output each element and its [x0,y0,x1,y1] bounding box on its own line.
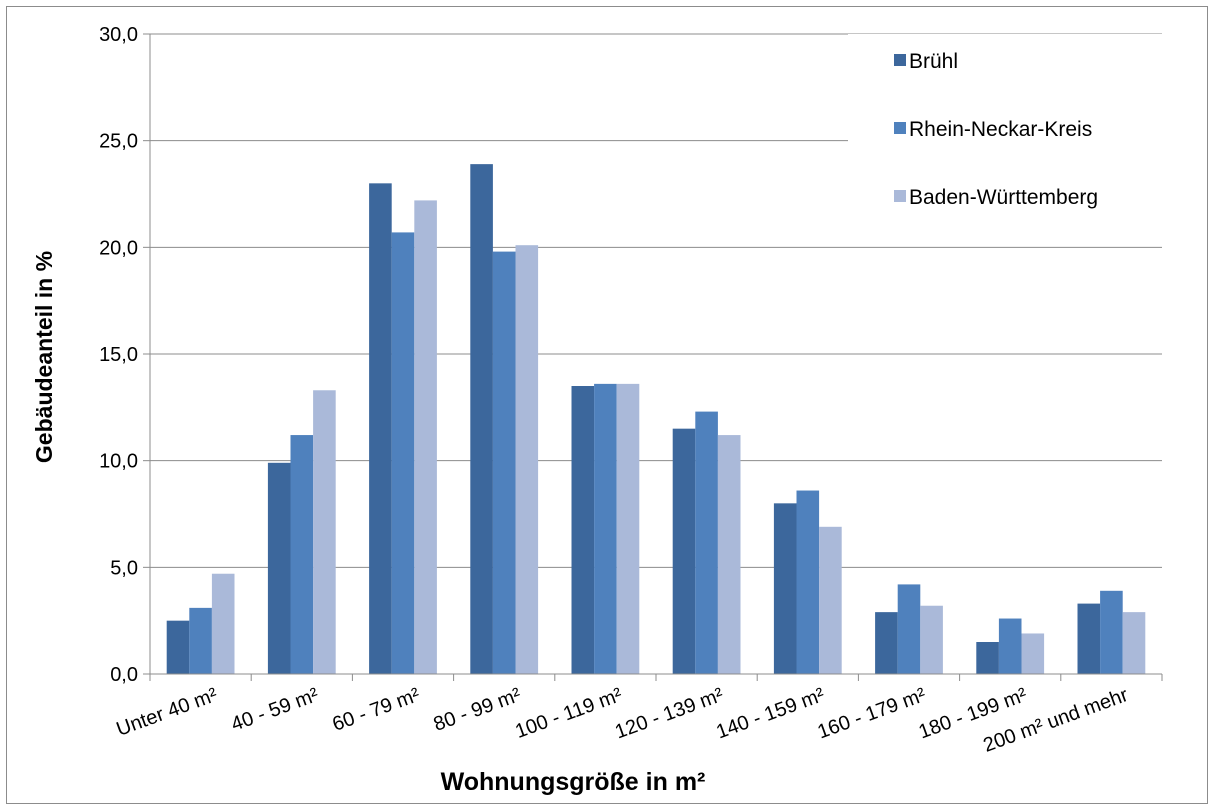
legend-label: Baden-Württemberg [909,186,1098,209]
x-tick-label: 80 - 99 m² [431,684,524,736]
x-tick-label: 100 - 119 m² [512,684,625,743]
bar [672,428,696,674]
x-tick-label: Unter 40 m² [114,684,221,741]
x-tick-label: 60 - 79 m² [330,684,423,736]
y-tick-label: 0,0 [110,664,138,686]
y-tick-label: 5,0 [110,557,138,579]
bar [492,251,516,674]
bar [1100,590,1123,674]
bar [571,386,595,674]
y-axis-ticks: 0,0 5,0 10,0 15,0 20,0 25,0 30,0 [99,24,150,686]
bar [414,200,437,674]
bar [369,183,392,675]
bar [773,503,797,674]
x-axis-ticks: Unter 40 m² 40 - 59 m² 60 - 79 m² 80 - 99 m… [114,674,1163,757]
bar [290,435,314,674]
legend-label: Brühl [909,50,958,73]
y-tick-label: 25,0 [99,131,138,153]
bar [189,607,212,674]
x-tick-label: 120 - 139 m² [612,684,726,744]
legend: Brühl Rhein-Neckar-Kreis Baden-Württemberg [848,34,1162,242]
bar [470,164,493,674]
chart-frame [6,6,1208,804]
bar [166,620,190,674]
bar [897,584,921,674]
legend-swatch [894,122,906,134]
bar [1122,612,1146,674]
y-tick-label: 30,0 [99,24,138,46]
x-tick-label: 40 - 59 m² [228,684,321,736]
bar [313,390,336,674]
legend-swatch [894,190,906,202]
x-tick-label: 160 - 179 m² [815,684,929,744]
legend-swatch [894,54,906,66]
y-tick-label: 20,0 [99,237,138,259]
bar [515,245,539,674]
y-axis-title: Gebäudeanteil in % [31,251,57,463]
bar [594,383,617,674]
x-axis-title: Wohnungsgröße in m² [441,768,706,796]
bar [920,605,943,674]
bar [717,435,741,674]
legend-background [848,34,1162,242]
bar [267,462,291,674]
y-tick-label: 15,0 [99,344,138,366]
bar [1077,603,1101,674]
bar [796,490,820,674]
bars [166,164,1146,675]
legend-label: Rhein-Neckar-Kreis [909,118,1092,141]
x-tick-label: 140 - 159 m² [713,684,827,744]
bar [211,573,235,674]
bar [976,642,999,674]
y-tick-label: 10,0 [99,451,138,473]
bar [391,232,415,674]
bar [616,383,640,674]
bar [875,612,898,674]
bar [998,618,1022,674]
bar [1021,633,1045,674]
bar [819,526,842,674]
bar [695,411,718,674]
